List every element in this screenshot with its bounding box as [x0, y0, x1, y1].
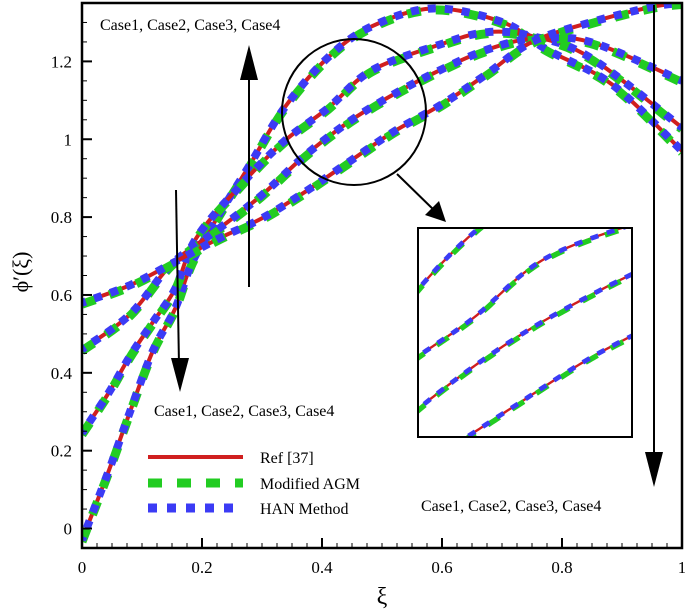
- curve-1-han: [418, 228, 483, 294]
- x-tick-label: 1: [678, 558, 685, 577]
- legend-label-ref: Ref [37]: [260, 450, 314, 467]
- x-tick-label: 0.4: [311, 558, 333, 577]
- x-axis-label: ξ: [377, 584, 388, 610]
- legend: Ref [37] Modified AGM HAN Method: [148, 450, 360, 518]
- arrow-down-left-shaft: [175, 189, 180, 366]
- zoom-arrowhead: [425, 201, 446, 222]
- y-tick-label: 0: [64, 520, 73, 539]
- y-tick-label: 1: [64, 130, 73, 149]
- curve-2-han: [418, 228, 630, 360]
- x-tick-label: 0: [78, 558, 87, 577]
- y-tick-label: 0.6: [51, 286, 72, 305]
- axis-ticks: 0 0.2 0.4 0.6 0.8 1 0 0.2 0.4 0.6 0.8 1 1.2: [51, 21, 685, 577]
- curve-4-agm: [464, 334, 632, 437]
- x-tick-label: 0.8: [551, 558, 572, 577]
- x-tick-label: 0.2: [191, 558, 212, 577]
- annotation-top: Case1, Case2, Case3, Case4: [100, 17, 280, 34]
- legend-label-agm: Modified AGM: [260, 476, 360, 493]
- x-tick-label: 0.6: [431, 558, 452, 577]
- y-tick-label: 1.2: [51, 52, 72, 71]
- arrow-down-left-head: [171, 358, 189, 392]
- annotation-middle: Case1, Case2, Case3, Case4: [154, 403, 334, 420]
- curve-4-agm: [82, 3, 682, 309]
- y-tick-label: 0.4: [51, 364, 73, 383]
- legend-label-han: HAN Method: [260, 501, 348, 518]
- y-tick-label: 0.8: [51, 208, 72, 227]
- y-tick-label: 0.2: [51, 442, 72, 461]
- y-axis-label: ϕ′(ξ): [8, 252, 33, 293]
- curve-3-han: [418, 271, 632, 413]
- zoom-arrow: [396, 173, 439, 215]
- curve-4-han: [82, 3, 682, 307]
- annotation-bottom-right: Case1, Case2, Case3, Case4: [421, 498, 601, 515]
- curve-1-han: [82, 4, 682, 542]
- arrow-down-right-head: [645, 452, 663, 487]
- inset-curves: [418, 228, 632, 437]
- zoom-circle: [281, 38, 427, 186]
- inset-frame: [417, 227, 633, 438]
- arrow-up-head: [240, 45, 258, 80]
